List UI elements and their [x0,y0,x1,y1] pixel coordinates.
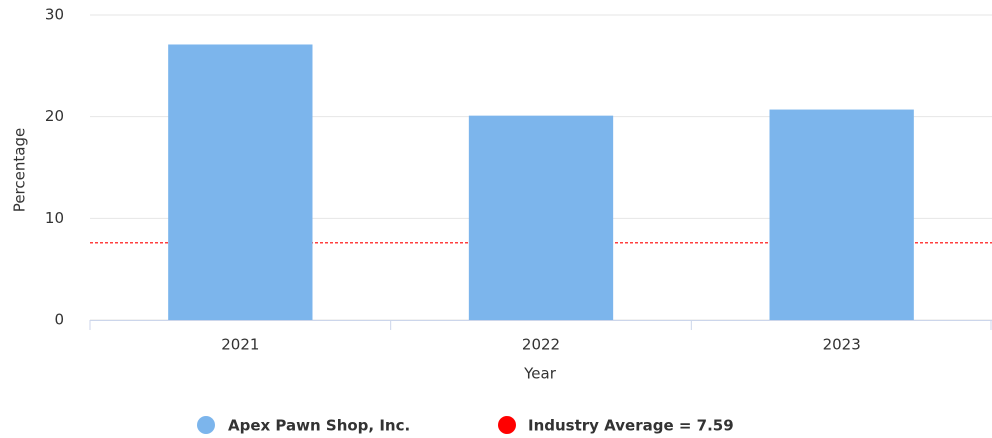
legend-label: Apex Pawn Shop, Inc. [228,417,410,435]
x-tick-label: 2022 [522,336,560,354]
bar [468,115,614,321]
legend-marker [197,416,215,434]
y-tick-label: 30 [45,6,64,24]
bar [769,109,914,320]
x-axis-label: Year [523,365,557,383]
x-tick-label: 2021 [221,336,259,354]
y-tick-label: 10 [45,209,64,227]
y-tick-label: 0 [54,311,64,329]
y-tick-label: 20 [45,107,64,125]
legend-marker [498,416,516,434]
y-axis-label: Percentage [11,128,29,212]
x-tick-label: 2023 [823,336,861,354]
bar [168,44,313,320]
legend-label: Industry Average = 7.59 [528,417,734,435]
